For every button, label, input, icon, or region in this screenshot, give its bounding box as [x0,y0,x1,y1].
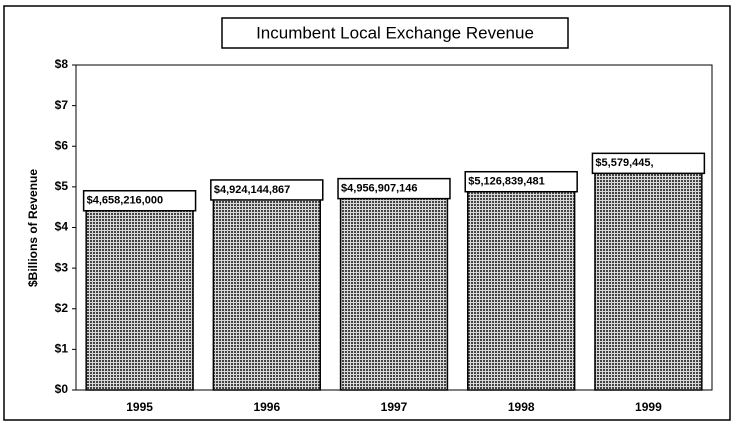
value-label-box [337,177,451,200]
chart-title: Incumbent Local Exchange Revenue [256,23,534,42]
frame [3,5,731,421]
value-label: $4,658,216,000 [87,195,163,207]
value-label-box [82,190,197,212]
y-tick-label: $8 [55,57,69,71]
value-label: $4,956,907,146 [341,183,417,195]
y-tick-label: $3 [55,260,69,274]
value-label-box [210,179,324,201]
x-tick-label: 1998 [508,400,535,414]
y-tick-label: $6 [55,138,69,152]
value-label: $5,126,839,481 [468,176,544,188]
y-tick-label: $1 [55,342,69,356]
bar [212,189,321,391]
y-tick-label: $5 [55,179,69,193]
value-label-box [591,152,706,175]
y-tick-label: $4 [55,220,69,234]
y-tick-label: $2 [55,301,69,315]
value-label: $5,579,445, [595,157,653,169]
y-axis-label: $Billions of Revenue [26,169,40,287]
x-tick-label: 1995 [126,400,153,414]
bar [339,187,449,391]
y-tick-label: $0 [55,382,69,396]
x-tick-label: 1996 [253,400,280,414]
value-label: $4,924,144,867 [214,184,290,196]
x-tick-label: 1999 [635,400,662,414]
value-label-box [464,170,578,193]
title-box [221,17,569,49]
y-tick-label: $7 [55,98,69,112]
bar [85,200,194,391]
bar [594,162,703,391]
x-tick-label: 1997 [381,400,408,414]
bar [467,180,576,391]
